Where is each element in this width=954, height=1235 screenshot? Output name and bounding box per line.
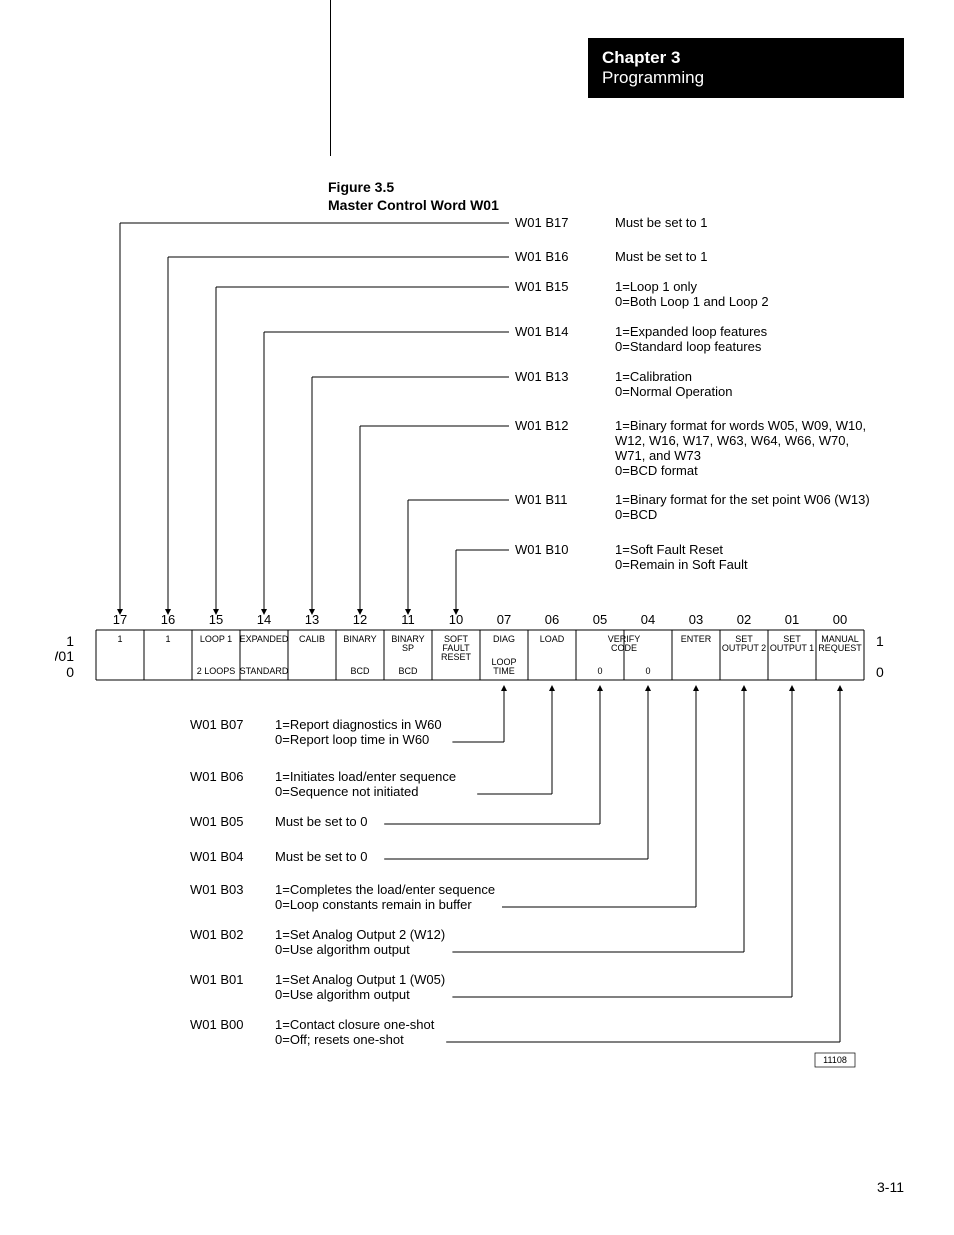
svg-text:0=Use algorithm output: 0=Use algorithm output bbox=[275, 987, 410, 1002]
svg-text:1=Calibration: 1=Calibration bbox=[615, 369, 692, 384]
svg-text:13: 13 bbox=[305, 612, 319, 627]
svg-text:0=Use algorithm output: 0=Use algorithm output bbox=[275, 942, 410, 957]
svg-text:OUTPUT 1: OUTPUT 1 bbox=[770, 643, 814, 653]
svg-text:1=Binary format for words W05,: 1=Binary format for words W05, W09, W10, bbox=[615, 418, 866, 433]
svg-text:1=Contact closure one-shot: 1=Contact closure one-shot bbox=[275, 1017, 435, 1032]
svg-text:W01 B01: W01 B01 bbox=[190, 972, 243, 987]
svg-text:1: 1 bbox=[66, 633, 74, 649]
svg-text:1=Completes the load/enter seq: 1=Completes the load/enter sequence bbox=[275, 882, 495, 897]
svg-text:0=Remain in Soft Fault: 0=Remain in Soft Fault bbox=[615, 557, 748, 572]
svg-text:BCD: BCD bbox=[398, 666, 418, 676]
svg-text:W01 B12: W01 B12 bbox=[515, 418, 568, 433]
svg-text:0: 0 bbox=[645, 666, 650, 676]
svg-text:05: 05 bbox=[593, 612, 607, 627]
svg-text:11: 11 bbox=[401, 612, 415, 627]
svg-text:0=Normal Operation: 0=Normal Operation bbox=[615, 384, 732, 399]
svg-text:W01 B07: W01 B07 bbox=[190, 717, 243, 732]
svg-text:1: 1 bbox=[876, 633, 884, 649]
svg-text:REQUEST: REQUEST bbox=[818, 643, 862, 653]
svg-text:10: 10 bbox=[449, 612, 463, 627]
svg-text:2 LOOPS: 2 LOOPS bbox=[197, 666, 236, 676]
svg-text:16: 16 bbox=[161, 612, 175, 627]
svg-text:W01 B10: W01 B10 bbox=[515, 542, 568, 557]
svg-text:1=Set Analog Output 2 (W12): 1=Set Analog Output 2 (W12) bbox=[275, 927, 445, 942]
svg-text:SP: SP bbox=[402, 643, 414, 653]
svg-text:W01 B03: W01 B03 bbox=[190, 882, 243, 897]
svg-text:1=Binary format for the set po: 1=Binary format for the set point W06 (W… bbox=[615, 492, 870, 507]
svg-text:W01 B11: W01 B11 bbox=[515, 492, 568, 507]
svg-text:0: 0 bbox=[876, 664, 884, 680]
svg-text:W01: W01 bbox=[55, 648, 74, 664]
header-rule bbox=[330, 0, 331, 156]
svg-text:1=Expanded loop features: 1=Expanded loop features bbox=[615, 324, 768, 339]
svg-text:0: 0 bbox=[66, 664, 74, 680]
svg-text:BCD: BCD bbox=[350, 666, 370, 676]
svg-text:02: 02 bbox=[737, 612, 751, 627]
svg-text:1: 1 bbox=[165, 634, 170, 644]
svg-text:STANDARD: STANDARD bbox=[240, 666, 289, 676]
svg-text:Must be set to 1: Must be set to 1 bbox=[615, 249, 708, 264]
svg-text:OUTPUT 2: OUTPUT 2 bbox=[722, 643, 766, 653]
svg-text:0=Off; resets one-shot: 0=Off; resets one-shot bbox=[275, 1032, 404, 1047]
svg-text:RESET: RESET bbox=[441, 652, 472, 662]
svg-text:0=Report loop time in W60: 0=Report loop time in W60 bbox=[275, 732, 429, 747]
svg-text:14: 14 bbox=[257, 612, 271, 627]
svg-text:W01 B00: W01 B00 bbox=[190, 1017, 243, 1032]
svg-text:W01 B15: W01 B15 bbox=[515, 279, 568, 294]
chapter-header: Chapter 3 Programming bbox=[588, 38, 904, 98]
svg-text:0: 0 bbox=[597, 666, 602, 676]
svg-text:1=Set Analog Output 1 (W05): 1=Set Analog Output 1 (W05) bbox=[275, 972, 445, 987]
svg-text:Must be set to 0: Must be set to 0 bbox=[275, 849, 368, 864]
svg-text:W01 B14: W01 B14 bbox=[515, 324, 568, 339]
svg-text:CODE: CODE bbox=[611, 643, 637, 653]
svg-text:0=Standard loop features: 0=Standard loop features bbox=[615, 339, 762, 354]
svg-text:0=Sequence not initiated: 0=Sequence not initiated bbox=[275, 784, 418, 799]
svg-text:LOAD: LOAD bbox=[540, 634, 565, 644]
svg-text:W01 B06: W01 B06 bbox=[190, 769, 243, 784]
svg-text:11108: 11108 bbox=[823, 1055, 847, 1065]
svg-text:1=Soft Fault Reset: 1=Soft Fault Reset bbox=[615, 542, 723, 557]
svg-text:W01 B17: W01 B17 bbox=[515, 215, 568, 230]
svg-text:W01 B05: W01 B05 bbox=[190, 814, 243, 829]
chapter-sub: Programming bbox=[602, 68, 890, 88]
figure-caption: Figure 3.5 Master Control Word W01 bbox=[328, 178, 499, 214]
svg-text:1: 1 bbox=[117, 634, 122, 644]
svg-text:0=Loop constants remain in buf: 0=Loop constants remain in buffer bbox=[275, 897, 472, 912]
svg-text:LOOP 1: LOOP 1 bbox=[200, 634, 232, 644]
svg-text:07: 07 bbox=[497, 612, 511, 627]
svg-text:1=Report diagnostics in W60: 1=Report diagnostics in W60 bbox=[275, 717, 442, 732]
svg-text:0=BCD format: 0=BCD format bbox=[615, 463, 698, 478]
svg-text:W01 B04: W01 B04 bbox=[190, 849, 243, 864]
svg-text:W01 B02: W01 B02 bbox=[190, 927, 243, 942]
svg-text:15: 15 bbox=[209, 612, 223, 627]
svg-text:01: 01 bbox=[785, 612, 799, 627]
svg-text:Must be set to 0: Must be set to 0 bbox=[275, 814, 368, 829]
svg-text:W01 B13: W01 B13 bbox=[515, 369, 568, 384]
svg-text:00: 00 bbox=[833, 612, 847, 627]
chapter-title: Chapter 3 bbox=[602, 48, 890, 68]
page-number: 3-11 bbox=[877, 1179, 904, 1195]
svg-text:1=Loop 1 only: 1=Loop 1 only bbox=[615, 279, 698, 294]
svg-text:06: 06 bbox=[545, 612, 559, 627]
svg-text:17: 17 bbox=[113, 612, 127, 627]
figure-number: Figure 3.5 bbox=[328, 179, 394, 195]
diagram: 17 1 16 1 15 LOOP 1 2 LOOPS 14 EXPANDED STANDARD 1… bbox=[55, 210, 910, 1070]
svg-text:W12, W16, W17, W63, W64, W66,: W12, W16, W17, W63, W64, W66, W70, bbox=[615, 433, 849, 448]
svg-text:TIME: TIME bbox=[493, 666, 515, 676]
svg-text:12: 12 bbox=[353, 612, 367, 627]
svg-text:0=Both Loop 1 and Loop 2: 0=Both Loop 1 and Loop 2 bbox=[615, 294, 769, 309]
svg-text:BINARY: BINARY bbox=[343, 634, 376, 644]
svg-text:ENTER: ENTER bbox=[681, 634, 712, 644]
svg-text:1=Initiates load/enter sequenc: 1=Initiates load/enter sequence bbox=[275, 769, 456, 784]
svg-text:04: 04 bbox=[641, 612, 655, 627]
svg-text:EXPANDED: EXPANDED bbox=[240, 634, 289, 644]
svg-text:W01 B16: W01 B16 bbox=[515, 249, 568, 264]
svg-text:Must be set to 1: Must be set to 1 bbox=[615, 215, 708, 230]
svg-text:W71, and W73: W71, and W73 bbox=[615, 448, 701, 463]
svg-text:DIAG: DIAG bbox=[493, 634, 515, 644]
svg-text:03: 03 bbox=[689, 612, 703, 627]
svg-text:CALIB: CALIB bbox=[299, 634, 325, 644]
svg-text:0=BCD: 0=BCD bbox=[615, 507, 657, 522]
